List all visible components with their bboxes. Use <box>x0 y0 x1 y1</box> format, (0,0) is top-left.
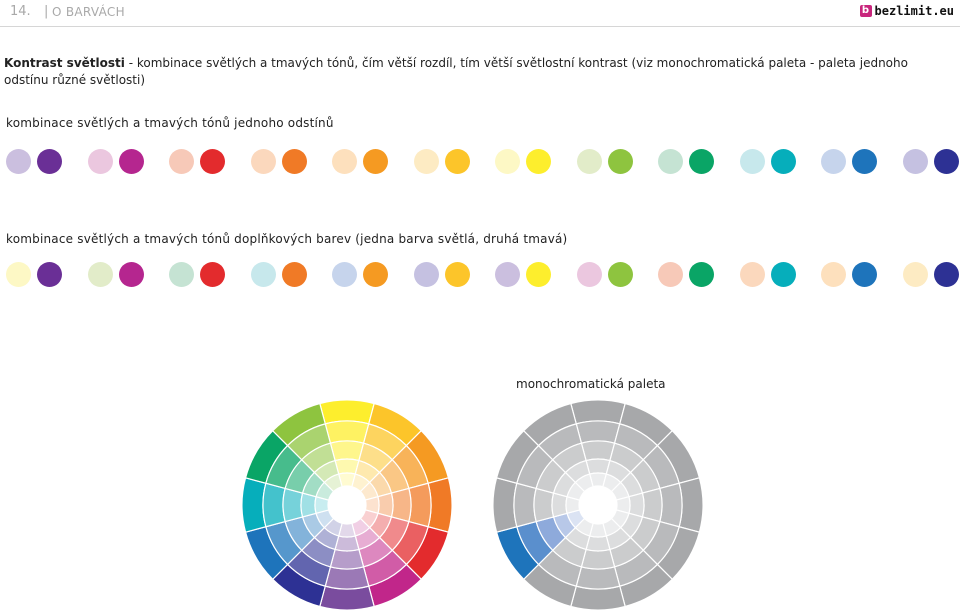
dark-swatch <box>933 149 959 174</box>
light-swatch <box>6 149 31 174</box>
wheel-segment <box>329 440 365 462</box>
light-swatch <box>821 262 846 287</box>
light-swatch <box>87 149 113 174</box>
row2-swatches <box>6 262 959 288</box>
dark-swatch <box>852 262 877 287</box>
monochrome-wheel <box>492 399 704 611</box>
light-swatch <box>250 149 276 174</box>
light-swatch <box>87 262 113 287</box>
light-swatch <box>6 262 31 287</box>
wheel-segment <box>513 482 537 528</box>
dark-swatch <box>363 149 388 174</box>
row1-swatches <box>6 149 959 175</box>
dark-swatch <box>607 262 633 287</box>
wheel-segment <box>408 482 432 528</box>
section-title: O BARVÁCH <box>52 5 125 19</box>
light-swatch <box>576 149 602 174</box>
wheel-segment <box>329 548 365 570</box>
intro-text: - kombinace světlých a tmavých tónů, čím… <box>4 56 908 87</box>
wheel-segment <box>323 473 343 493</box>
dark-swatch <box>689 149 714 174</box>
dark-swatch <box>444 262 470 287</box>
light-swatch <box>413 149 439 174</box>
light-swatch <box>169 149 194 174</box>
dark-swatch <box>444 149 470 174</box>
light-swatch <box>169 262 194 287</box>
wheel-segment <box>319 585 375 611</box>
dark-swatch <box>118 262 144 287</box>
dark-swatch <box>770 262 796 287</box>
wheel-segment <box>427 477 453 533</box>
dark-swatch <box>770 149 796 174</box>
header-separator: | <box>44 4 49 19</box>
mono-palette-label: monochromatická paleta <box>516 377 666 391</box>
light-swatch <box>332 149 357 174</box>
intro-title: Kontrast světlosti <box>4 56 125 70</box>
wheel-segment <box>324 566 370 590</box>
dark-swatch <box>37 149 62 174</box>
intro-paragraph: Kontrast světlosti - kombinace světlých … <box>4 55 956 89</box>
wheel-segment <box>641 487 663 523</box>
wheel-segment <box>533 487 555 523</box>
dark-swatch <box>37 262 62 287</box>
wheel-segment <box>319 399 375 425</box>
wheel-segment <box>575 566 621 590</box>
row1-label: kombinace světlých a tmavých tónů jednoh… <box>6 116 334 130</box>
light-swatch <box>576 262 602 287</box>
wheel-segment <box>492 477 518 533</box>
wheel-segment <box>580 440 616 462</box>
light-swatch <box>332 262 357 287</box>
light-swatch <box>739 149 765 174</box>
wheel-segment <box>574 473 594 493</box>
light-swatch <box>250 262 276 287</box>
dark-swatch <box>607 149 633 174</box>
wheel-segment <box>678 477 704 533</box>
wheel-segment <box>262 482 286 528</box>
wheel-segment <box>580 548 616 570</box>
dark-swatch <box>200 149 225 174</box>
light-swatch <box>413 262 439 287</box>
logo-text: bezlimit.eu <box>874 4 954 18</box>
light-swatch <box>821 149 846 174</box>
light-swatch <box>495 262 520 287</box>
wheel-segment <box>241 477 267 533</box>
dark-swatch <box>852 149 877 174</box>
wheel-segment <box>390 487 412 523</box>
wheel-segment <box>570 399 626 425</box>
dark-swatch <box>200 262 225 287</box>
dark-swatch <box>933 262 959 287</box>
color-wheel <box>241 399 453 611</box>
wheel-segment <box>570 585 626 611</box>
wheel-segment <box>575 420 621 444</box>
light-swatch <box>739 262 765 287</box>
dark-swatch <box>689 262 714 287</box>
dark-swatch <box>281 149 307 174</box>
dark-swatch <box>281 262 307 287</box>
page-number: 14. <box>10 4 31 19</box>
bezlimit-logo[interactable]: b bezlimit.eu <box>859 3 954 19</box>
page-header: 14. | O BARVÁCH b bezlimit.eu <box>0 0 960 27</box>
dark-swatch <box>526 262 551 287</box>
light-swatch <box>902 262 928 287</box>
row2-label: kombinace světlých a tmavých tónů doplňk… <box>6 232 568 246</box>
light-swatch <box>658 149 683 174</box>
light-swatch <box>495 149 520 174</box>
wheel-segment <box>659 482 683 528</box>
logo-mark-icon: b <box>859 5 872 17</box>
dark-swatch <box>526 149 551 174</box>
light-swatch <box>902 149 928 174</box>
dark-swatch <box>118 149 144 174</box>
dark-swatch <box>363 262 388 287</box>
light-swatch <box>658 262 683 287</box>
wheel-segment <box>282 487 304 523</box>
wheel-segment <box>324 420 370 444</box>
